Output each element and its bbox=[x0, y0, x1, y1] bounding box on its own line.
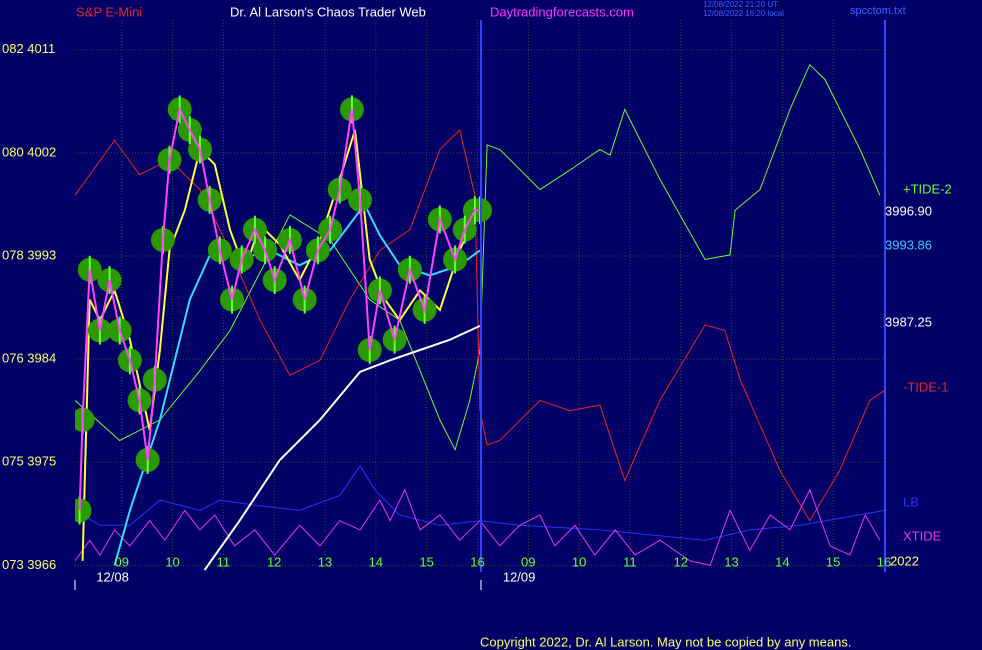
source-label: S&P E-Mini bbox=[76, 4, 142, 19]
series-label: +TIDE-2 bbox=[903, 181, 952, 196]
price-annotation: 3987.25 bbox=[885, 314, 932, 329]
website: Daytradingforecasts.com bbox=[490, 4, 634, 19]
price-annotation: 3993.86 bbox=[885, 237, 932, 252]
x-tick-label: 13 bbox=[318, 554, 332, 569]
series-line bbox=[78, 106, 480, 511]
y-tick-label: 073 3966 bbox=[2, 557, 56, 572]
x-tick-label: 09 bbox=[521, 554, 535, 569]
series-line bbox=[75, 464, 885, 541]
series-label: LB bbox=[903, 494, 919, 509]
x-tick-label: 11 bbox=[217, 554, 231, 569]
series-line bbox=[203, 324, 481, 571]
x-tick-label: 12 bbox=[267, 554, 281, 569]
copyright: Copyright 2022, Dr. Al Larson. May not b… bbox=[480, 634, 851, 649]
date-label: 12/09 bbox=[503, 569, 536, 584]
chart-title: Dr. Al Larson's Chaos Trader Web bbox=[230, 4, 426, 19]
x-tick-label: 16 bbox=[470, 554, 484, 569]
x-tick-label: 16 bbox=[877, 554, 891, 569]
series-label: -TIDE-1 bbox=[903, 379, 949, 394]
y-tick-label: 078 3993 bbox=[2, 247, 56, 262]
price-blob bbox=[75, 407, 95, 432]
file-label: spcctom.txt bbox=[850, 5, 906, 17]
timestamp: 12/08/2022 16:20 local bbox=[703, 9, 784, 18]
x-tick-label: 12 bbox=[673, 554, 687, 569]
x-tick-label: 11 bbox=[623, 554, 637, 569]
x-tick-label: 13 bbox=[724, 554, 738, 569]
x-tick-label: 10 bbox=[572, 554, 586, 569]
series-line bbox=[75, 488, 881, 566]
y-tick-label: 080 4002 bbox=[2, 144, 56, 159]
x-tick-label: 15 bbox=[826, 554, 840, 569]
year-label: 2022 bbox=[890, 553, 919, 568]
x-tick-label: 14 bbox=[775, 554, 789, 569]
x-tick-label: 14 bbox=[369, 554, 383, 569]
x-tick-label: 15 bbox=[419, 554, 433, 569]
plot-area bbox=[75, 63, 885, 571]
y-tick-label: 075 3975 bbox=[2, 454, 56, 469]
series-label: XTIDE bbox=[903, 528, 942, 543]
y-tick-label: 076 3984 bbox=[2, 351, 56, 366]
y-tick-label: 082 4011 bbox=[2, 41, 55, 56]
timestamp: 12/08/2022 21:20 UT bbox=[703, 0, 778, 9]
x-tick-label: 10 bbox=[165, 554, 179, 569]
date-label: 12/08 bbox=[96, 569, 129, 584]
price-annotation: 3996.90 bbox=[885, 203, 932, 218]
x-tick-label: 09 bbox=[115, 554, 129, 569]
